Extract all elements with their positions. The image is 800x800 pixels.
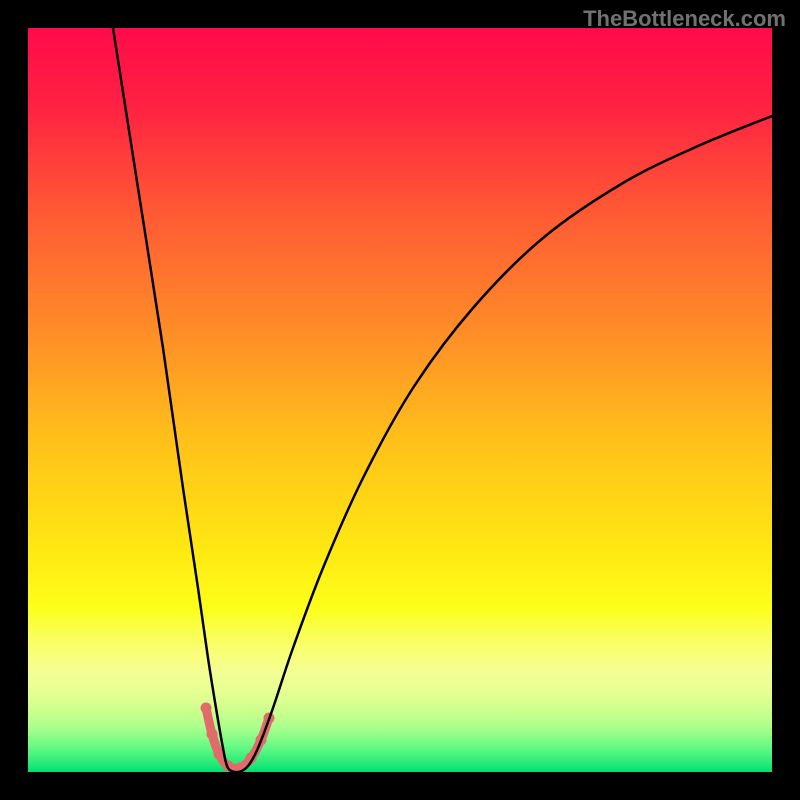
bottom-highlight-band [28, 608, 772, 772]
watermark-text: TheBottleneck.com [583, 6, 786, 32]
chart-svg [28, 28, 772, 772]
dip-marker-point [201, 703, 212, 714]
plot-area [28, 28, 772, 772]
dip-marker-point [207, 729, 218, 740]
